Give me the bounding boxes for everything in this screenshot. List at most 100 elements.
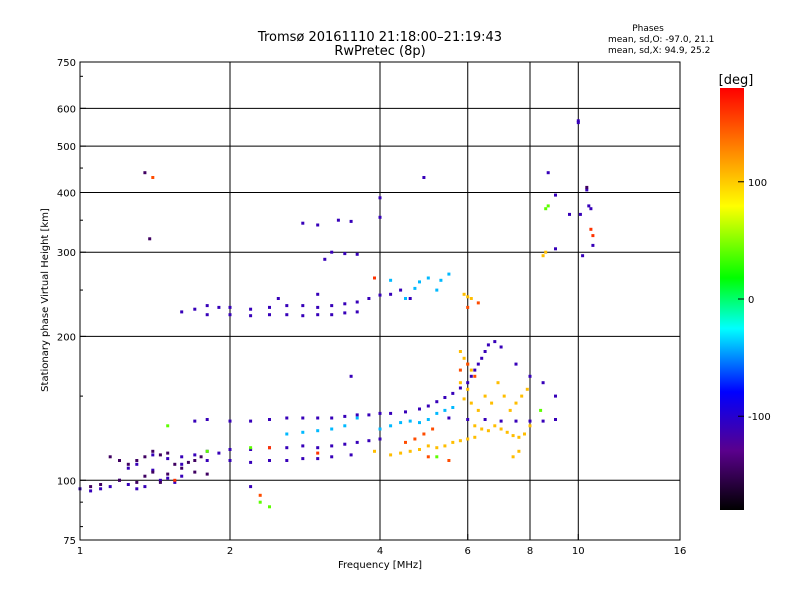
echo-point — [585, 185, 589, 189]
echo-point — [285, 432, 289, 436]
echo-point — [249, 307, 253, 311]
echo-point — [378, 196, 382, 200]
x-tick-label: 8 — [527, 546, 533, 557]
echo-point — [330, 313, 334, 317]
echo-point — [422, 432, 426, 436]
echo-point — [285, 416, 289, 420]
echo-point — [486, 429, 490, 433]
echo-point — [473, 374, 477, 378]
echo-point — [193, 470, 197, 474]
echo-point — [355, 300, 359, 304]
echo-point — [589, 227, 593, 231]
echo-point — [355, 252, 359, 256]
echo-point — [301, 304, 305, 308]
echo-point — [408, 297, 412, 300]
echo-point — [451, 406, 455, 409]
colorbar-tick-label: 0 — [748, 295, 754, 306]
echo-point — [193, 419, 197, 423]
echo-point — [493, 424, 497, 428]
echo-point — [355, 440, 359, 444]
echo-point — [499, 427, 503, 431]
echo-point — [173, 480, 177, 484]
echo-point — [166, 476, 170, 480]
echo-point — [135, 487, 139, 491]
echo-point — [399, 288, 403, 292]
echo-point — [180, 474, 184, 478]
echo-point — [541, 254, 545, 258]
echo-point — [249, 485, 253, 489]
echo-point — [418, 280, 421, 284]
echo-point — [499, 419, 503, 423]
echo-point — [514, 401, 518, 405]
echo-point — [447, 459, 451, 462]
echo-point — [205, 472, 209, 476]
echo-point — [443, 408, 447, 412]
echo-point — [462, 356, 466, 360]
echo-point — [458, 368, 462, 372]
echo-point — [443, 396, 447, 399]
echo-point — [447, 272, 451, 276]
echo-point — [126, 466, 130, 470]
echo-point — [301, 416, 305, 420]
echo-points — [78, 119, 595, 509]
echo-point — [108, 485, 112, 489]
echo-point — [301, 430, 305, 434]
echo-point — [408, 419, 412, 423]
echo-point — [118, 459, 121, 462]
echo-point — [458, 350, 462, 353]
chart-subtitle: RwPretec (8p) — [334, 44, 425, 59]
echo-point — [576, 119, 580, 123]
echo-point — [99, 487, 103, 491]
echo-point — [426, 276, 430, 280]
echo-point — [591, 234, 595, 238]
echo-point — [343, 442, 347, 446]
echo-point — [458, 439, 462, 443]
echo-point — [249, 419, 253, 423]
echo-point — [539, 408, 543, 412]
echo-point — [285, 459, 289, 462]
echo-point — [135, 480, 139, 484]
echo-point — [404, 297, 407, 300]
echo-point — [517, 435, 521, 439]
echo-point — [451, 391, 455, 395]
echo-point — [546, 204, 550, 208]
echo-point — [367, 297, 371, 300]
echo-point — [355, 413, 359, 417]
echo-point — [217, 305, 221, 309]
echo-point — [469, 401, 473, 405]
echo-point — [355, 416, 359, 420]
echo-point — [158, 480, 162, 484]
y-tick-labels: 75 100 200 300 400 500 600 750 — [57, 58, 76, 547]
echo-point — [505, 430, 509, 434]
echo-point — [205, 313, 209, 317]
echo-point — [148, 237, 152, 241]
echo-point — [490, 401, 494, 405]
y-tick-label: 300 — [57, 248, 76, 259]
echo-point — [249, 446, 253, 450]
echo-point — [554, 418, 557, 421]
echo-point — [89, 485, 93, 489]
echo-point — [426, 418, 430, 421]
echo-point — [285, 304, 289, 308]
y-tick-label: 500 — [57, 142, 76, 153]
echo-point — [469, 374, 473, 378]
echo-point — [108, 455, 112, 459]
echo-point — [404, 410, 407, 414]
echo-point — [180, 462, 184, 466]
echo-point — [466, 362, 470, 366]
echo-point — [458, 381, 462, 385]
echo-point — [330, 250, 334, 254]
echo-point — [389, 453, 393, 457]
echo-point — [228, 305, 232, 309]
echo-point — [404, 440, 407, 444]
echo-point — [426, 455, 430, 459]
echo-point — [466, 295, 470, 299]
echo-point — [367, 439, 371, 443]
echo-point — [473, 368, 477, 372]
echo-point — [143, 171, 147, 175]
echo-point — [541, 419, 545, 423]
echo-point — [199, 455, 203, 459]
echo-point — [186, 460, 190, 464]
echo-point — [389, 292, 393, 296]
echo-point — [528, 374, 532, 378]
